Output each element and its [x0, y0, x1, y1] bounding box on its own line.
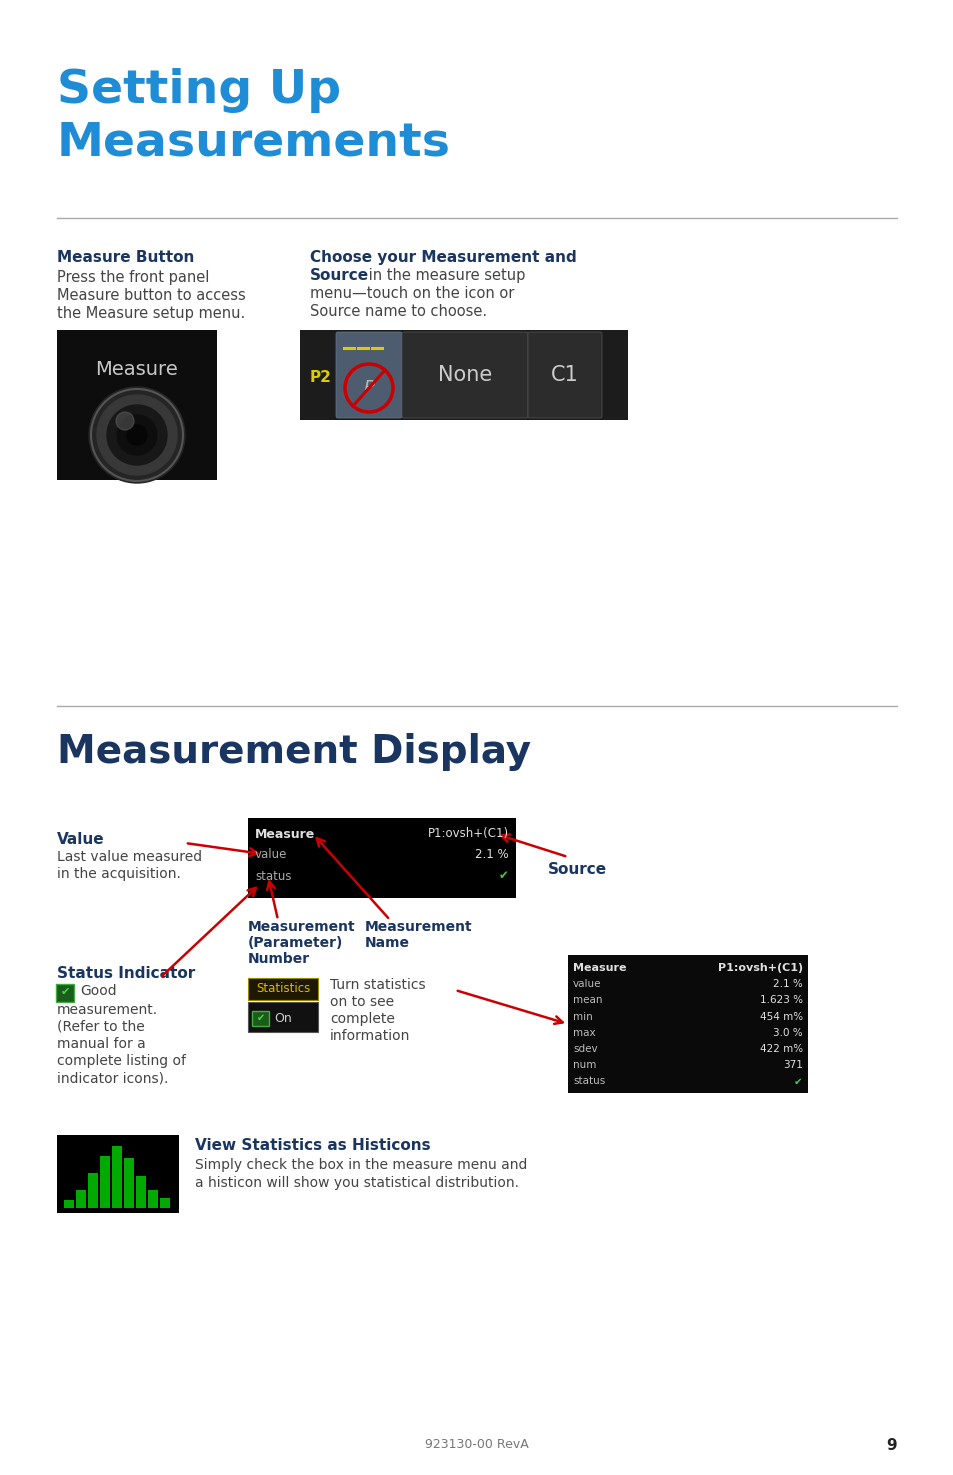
- Text: View Statistics as Histicons: View Statistics as Histicons: [194, 1139, 430, 1153]
- FancyBboxPatch shape: [100, 1156, 110, 1208]
- FancyBboxPatch shape: [136, 1176, 146, 1208]
- Text: (Refer to the: (Refer to the: [57, 1021, 145, 1034]
- FancyBboxPatch shape: [527, 332, 601, 417]
- FancyBboxPatch shape: [248, 978, 317, 1000]
- Text: P1:ovsh+(C1): P1:ovsh+(C1): [717, 963, 802, 974]
- Text: Good: Good: [80, 984, 116, 999]
- Text: Source name to choose.: Source name to choose.: [310, 304, 487, 319]
- Text: manual for a: manual for a: [57, 1037, 146, 1052]
- FancyBboxPatch shape: [401, 332, 527, 417]
- Text: Press the front panel: Press the front panel: [57, 270, 209, 285]
- Text: Measurement: Measurement: [365, 920, 472, 934]
- FancyBboxPatch shape: [253, 1010, 269, 1025]
- Text: Measurement: Measurement: [248, 920, 355, 934]
- Text: 371: 371: [782, 1061, 802, 1071]
- FancyBboxPatch shape: [112, 1146, 122, 1208]
- Text: value: value: [254, 848, 287, 860]
- FancyBboxPatch shape: [76, 1190, 86, 1208]
- FancyBboxPatch shape: [148, 1190, 158, 1208]
- Text: P: P: [363, 379, 374, 397]
- Text: P1:ovsh+(C1): P1:ovsh+(C1): [428, 827, 509, 841]
- Text: Last value measured: Last value measured: [57, 850, 202, 864]
- Text: min: min: [573, 1012, 592, 1022]
- Text: complete listing of: complete listing of: [57, 1055, 186, 1068]
- Text: Measurements: Measurements: [57, 119, 451, 165]
- Text: information: information: [330, 1030, 410, 1043]
- Text: P2: P2: [310, 370, 332, 385]
- Text: Statistics: Statistics: [255, 982, 310, 996]
- Text: Measure: Measure: [573, 963, 626, 974]
- Text: on to see: on to see: [330, 996, 394, 1009]
- Text: status: status: [254, 869, 292, 882]
- FancyBboxPatch shape: [567, 954, 807, 1093]
- Text: Source: Source: [547, 861, 606, 878]
- Circle shape: [116, 412, 133, 431]
- Text: 2.1 %: 2.1 %: [773, 979, 802, 990]
- Text: 1.623 %: 1.623 %: [760, 996, 802, 1006]
- Text: 923130-00 RevA: 923130-00 RevA: [425, 1438, 528, 1451]
- Text: Simply check the box in the measure menu and: Simply check the box in the measure menu…: [194, 1158, 527, 1173]
- Text: indicator icons).: indicator icons).: [57, 1071, 168, 1086]
- FancyBboxPatch shape: [64, 1201, 74, 1208]
- Text: Value: Value: [57, 832, 105, 847]
- Circle shape: [97, 395, 177, 475]
- FancyBboxPatch shape: [335, 332, 401, 417]
- FancyBboxPatch shape: [160, 1198, 170, 1208]
- Text: in the measure setup: in the measure setup: [364, 268, 525, 283]
- Text: value: value: [573, 979, 601, 990]
- Text: Source: Source: [310, 268, 369, 283]
- FancyBboxPatch shape: [88, 1173, 98, 1208]
- Text: in the acquisition.: in the acquisition.: [57, 867, 181, 881]
- Text: Turn statistics: Turn statistics: [330, 978, 425, 993]
- Text: Name: Name: [365, 937, 410, 950]
- Text: status: status: [573, 1077, 604, 1087]
- Text: Number: Number: [248, 951, 310, 966]
- Circle shape: [127, 425, 147, 445]
- Text: ✔: ✔: [794, 1077, 802, 1087]
- Text: mean: mean: [573, 996, 602, 1006]
- Text: 3.0 %: 3.0 %: [773, 1028, 802, 1038]
- Text: ✔: ✔: [61, 987, 71, 997]
- Text: Measure: Measure: [254, 827, 314, 841]
- Text: complete: complete: [330, 1012, 395, 1027]
- Text: a histicon will show you statistical distribution.: a histicon will show you statistical dis…: [194, 1176, 518, 1190]
- Circle shape: [117, 414, 157, 454]
- Text: ✔: ✔: [498, 869, 509, 882]
- Text: 422 m%: 422 m%: [760, 1044, 802, 1055]
- Text: Measurement Display: Measurement Display: [57, 733, 531, 771]
- Text: 454 m%: 454 m%: [760, 1012, 802, 1022]
- Text: menu—touch on the icon or: menu—touch on the icon or: [310, 286, 514, 301]
- Text: Measure button to access: Measure button to access: [57, 288, 246, 302]
- Text: Status Indicator: Status Indicator: [57, 966, 195, 981]
- FancyBboxPatch shape: [57, 330, 216, 479]
- Text: None: None: [437, 364, 492, 385]
- FancyBboxPatch shape: [56, 984, 74, 1002]
- FancyBboxPatch shape: [248, 819, 516, 898]
- Text: max: max: [573, 1028, 595, 1038]
- Text: num: num: [573, 1061, 596, 1071]
- Text: Setting Up: Setting Up: [57, 68, 341, 114]
- FancyBboxPatch shape: [124, 1158, 133, 1208]
- Text: 2.1 %: 2.1 %: [475, 848, 509, 860]
- FancyBboxPatch shape: [248, 1002, 317, 1032]
- Text: Measure: Measure: [95, 360, 178, 379]
- Text: 9: 9: [885, 1438, 896, 1453]
- Text: measurement.: measurement.: [57, 1003, 158, 1016]
- Text: sdev: sdev: [573, 1044, 597, 1055]
- Text: (Parameter): (Parameter): [248, 937, 343, 950]
- Circle shape: [107, 406, 167, 465]
- FancyBboxPatch shape: [57, 1134, 179, 1212]
- Text: Choose your Measurement and: Choose your Measurement and: [310, 249, 577, 266]
- Text: Measure Button: Measure Button: [57, 249, 194, 266]
- Text: C1: C1: [551, 364, 578, 385]
- Text: ✔: ✔: [256, 1013, 265, 1024]
- Circle shape: [89, 386, 185, 482]
- FancyBboxPatch shape: [299, 330, 627, 420]
- Text: On: On: [274, 1012, 292, 1025]
- Text: the Measure setup menu.: the Measure setup menu.: [57, 305, 245, 322]
